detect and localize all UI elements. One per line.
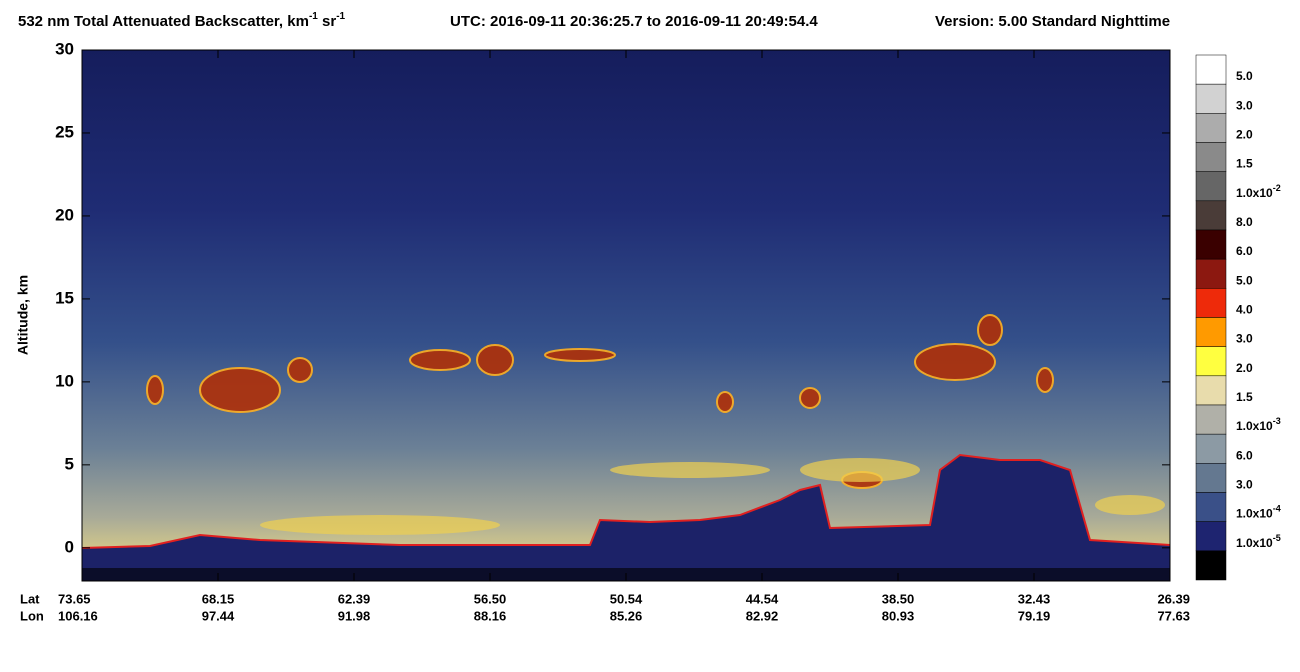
colorbar-swatch: [1195, 550, 1227, 581]
colorbar-label-sup: -4: [1273, 504, 1281, 514]
colorbar-label-text: 1.5: [1236, 390, 1253, 404]
colorbar-label: 8.0: [1236, 215, 1253, 229]
colorbar-label-text: 1.5: [1236, 157, 1253, 171]
x-tick-label: 32.43: [1018, 591, 1051, 606]
y-tick-label: 15: [55, 288, 74, 307]
title-utc: UTC: 2016-09-11 20:36:25.7 to 2016-09-11…: [450, 13, 818, 30]
colorbar-label-text: 1.0x10: [1236, 507, 1273, 521]
colorbar-label-text: 1.0x10: [1236, 419, 1273, 433]
colorbar-swatch: [1195, 200, 1227, 231]
colorbar-label-text: 6.0: [1236, 449, 1253, 463]
colorbar-label-sup: -5: [1273, 533, 1281, 543]
x-tick-label: 38.50: [882, 591, 915, 606]
colorbar-label: 3.0: [1236, 332, 1253, 346]
colorbar-label: 1.0x10-5: [1236, 533, 1281, 550]
colorbar-swatch: [1195, 83, 1227, 114]
title-sup: -1: [336, 11, 345, 22]
colorbar-label-sup: -3: [1273, 417, 1281, 427]
colorbar-swatch: [1195, 346, 1227, 377]
y-tick-label: 30: [55, 39, 74, 58]
colorbar-swatch: [1195, 54, 1227, 85]
x-row-name: Lon: [20, 608, 44, 623]
x-tick-label: 79.19: [1018, 608, 1051, 623]
colorbar-label: 1.0x10-3: [1236, 417, 1281, 434]
title-text: 532 nm Total Attenuated Backscatter, km: [18, 13, 309, 30]
colorbar-label-text: 3.0: [1236, 99, 1253, 113]
colorbar-swatch: [1195, 375, 1227, 406]
x-tick-label: 97.44: [202, 608, 235, 623]
colorbar-label-text: 1.0x10: [1236, 536, 1273, 550]
colorbar-swatch: [1195, 463, 1227, 493]
colorbar-swatch: [1195, 142, 1227, 172]
chart-title: 532 nm Total Attenuated Backscatter, km-…: [18, 11, 346, 30]
colorbar-label: 2.0: [1236, 128, 1253, 142]
colorbar-label-sup: -2: [1273, 183, 1281, 193]
x-tick-label: 44.54: [746, 591, 779, 606]
x-tick-label: 85.26: [610, 608, 643, 623]
y-tick-label: 0: [65, 537, 74, 556]
colorbar-label-text: 4.0: [1236, 303, 1253, 317]
y-tick-label: 25: [55, 122, 74, 141]
colorbar-label: 3.0: [1236, 478, 1253, 492]
x-tick-label: 68.15: [202, 591, 235, 606]
curtain-image: [82, 50, 1170, 581]
colorbar-label-text: 2.0: [1236, 128, 1253, 142]
x-tick-label: 106.16: [58, 608, 98, 623]
colorbar-label: 5.0: [1236, 69, 1253, 83]
colorbar-swatch: [1195, 404, 1227, 435]
colorbar-label: 6.0: [1236, 449, 1253, 463]
colorbar-swatch: [1195, 317, 1227, 347]
colorbar-label-text: 5.0: [1236, 274, 1253, 288]
x-tick-label: 73.65: [58, 591, 91, 606]
colorbar-label: 1.0x10-2: [1236, 183, 1281, 200]
colorbar-label-text: 1.0x10: [1236, 186, 1273, 200]
x-tick-label: 82.92: [746, 608, 779, 623]
colorbar-label-text: 8.0: [1236, 215, 1253, 229]
colorbar-label: 4.0: [1236, 303, 1253, 317]
colorbar-label-text: 3.0: [1236, 478, 1253, 492]
colorbar-swatch: [1195, 492, 1227, 522]
y-axis-label: Altitude, km: [15, 275, 31, 355]
colorbar-label: 1.5: [1236, 157, 1253, 171]
colorbar-label-text: 5.0: [1236, 69, 1253, 83]
colorbar-label: 1.0x10-4: [1236, 504, 1281, 521]
colorbar-swatch: [1195, 288, 1227, 318]
x-tick-label: 62.39: [338, 591, 371, 606]
title-text: sr: [318, 13, 337, 30]
colorbar-swatch: [1195, 113, 1227, 143]
x-tick-label: 56.50: [474, 591, 507, 606]
colorbar-label: 1.5: [1236, 390, 1253, 404]
colorbar-label: 3.0: [1236, 99, 1253, 113]
x-tick-label: 50.54: [610, 591, 643, 606]
colorbar-label-text: 3.0: [1236, 332, 1253, 346]
x-row-name: Lat: [20, 591, 40, 606]
colorbar-swatch: [1195, 521, 1227, 552]
x-tick-label: 88.16: [474, 608, 507, 623]
y-tick-label: 10: [55, 371, 74, 390]
colorbar-label: 6.0: [1236, 244, 1253, 258]
colorbar-swatch: [1195, 258, 1227, 289]
x-tick-label: 77.63: [1157, 608, 1190, 623]
colorbar-label-text: 2.0: [1236, 361, 1253, 375]
colorbar-label-text: 6.0: [1236, 244, 1253, 258]
colorbar-label: 5.0: [1236, 274, 1253, 288]
colorbar-swatch: [1195, 171, 1227, 202]
colorbar-label: 2.0: [1236, 361, 1253, 375]
title-sup: -1: [309, 11, 318, 22]
colorbar-swatch: [1195, 229, 1227, 260]
colorbar-swatch: [1195, 433, 1227, 464]
x-tick-label: 91.98: [338, 608, 371, 623]
y-tick-label: 5: [65, 454, 74, 473]
x-tick-label: 26.39: [1157, 591, 1190, 606]
y-tick-label: 20: [55, 205, 74, 224]
title-version: Version: 5.00 Standard Nighttime: [935, 13, 1170, 30]
x-tick-label: 80.93: [882, 608, 915, 623]
